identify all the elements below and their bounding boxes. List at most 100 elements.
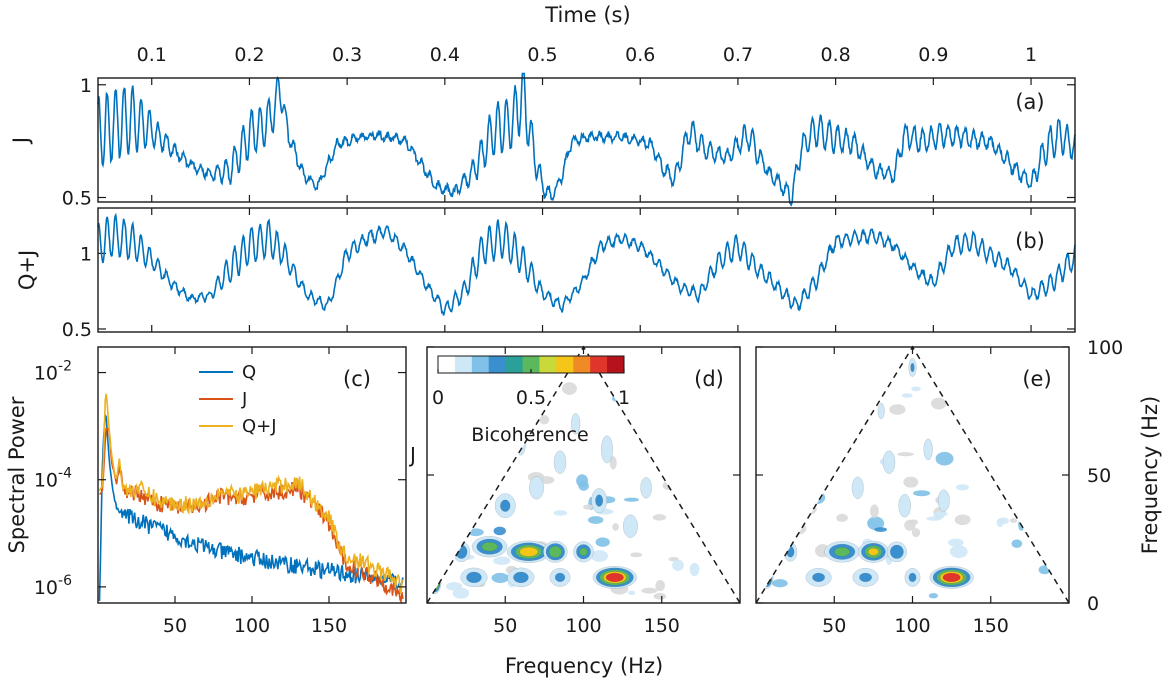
bicoherence-speckle bbox=[493, 556, 511, 566]
bicoherence-contour bbox=[554, 572, 566, 583]
bicoherence-speckle bbox=[446, 438, 461, 444]
bicoherence-speckle bbox=[666, 398, 684, 412]
y-tick-label: 10-6 bbox=[34, 573, 72, 599]
bicoherence-speckle bbox=[493, 526, 506, 536]
bicoherence-speckle bbox=[998, 380, 1010, 386]
x-tick-label: 100 bbox=[234, 615, 270, 637]
bicoherence-speckle bbox=[809, 491, 826, 504]
bicoherence-speckle bbox=[791, 383, 799, 395]
bicoherence-contour bbox=[553, 450, 567, 474]
legend-q-label: Q bbox=[242, 362, 256, 383]
x-tick-label: 0.8 bbox=[821, 44, 851, 66]
y-tick-label: 1 bbox=[80, 243, 92, 265]
bicoherence-contour bbox=[529, 476, 545, 500]
colorbar-swatch bbox=[505, 356, 524, 373]
x-tick-label: 0.2 bbox=[234, 44, 264, 66]
bicoherence-speckle bbox=[609, 456, 617, 470]
colorbar-swatch bbox=[590, 356, 608, 373]
colorbar-swatch bbox=[438, 356, 456, 373]
bicoherence-speckle bbox=[1044, 486, 1061, 494]
panel-d-x-ticks: 50 100 150 bbox=[493, 347, 680, 637]
colorbar-swatch bbox=[454, 356, 473, 373]
x-tick-label: 0.3 bbox=[332, 44, 362, 66]
x-tick-label: 50 bbox=[822, 615, 846, 637]
bicoherence-speckle bbox=[947, 538, 964, 547]
panel-b-y-ticks: 0.51 bbox=[62, 243, 1075, 341]
bicoherence-speckle bbox=[810, 405, 818, 412]
panel-b-frame bbox=[97, 207, 1076, 333]
colorbar-swatch bbox=[471, 356, 490, 373]
bicoherence-speckle bbox=[679, 378, 696, 392]
panel-b-qj-series-line bbox=[97, 212, 1076, 316]
bicoherence-speckle bbox=[539, 415, 550, 425]
colorbar-tick-label: 1 bbox=[618, 387, 630, 409]
bicoherence-speckle bbox=[778, 468, 795, 478]
bicoherence-speckle bbox=[1013, 436, 1031, 445]
bicoherence-contour bbox=[867, 547, 879, 556]
colorbar-swatch bbox=[539, 356, 557, 373]
bicoherence-speckle bbox=[813, 416, 829, 422]
x-tick-label: 100 bbox=[565, 615, 601, 637]
legend-qj-label: Q+J bbox=[242, 416, 277, 437]
bicoherence-contour bbox=[898, 494, 911, 518]
spectrum-qj-line bbox=[98, 393, 404, 594]
panel-d-bicoherence-map bbox=[428, 378, 722, 600]
bicoherence-speckle bbox=[1045, 481, 1055, 494]
bicoherence-speckle bbox=[553, 510, 568, 516]
bicoherence-speckle bbox=[986, 429, 1001, 442]
panel-a-j-series-line bbox=[97, 72, 1076, 207]
x-tick-label: 0.1 bbox=[137, 44, 167, 66]
bicoherence-contour bbox=[622, 514, 638, 538]
panel-a-label: (a) bbox=[1015, 90, 1044, 114]
bicoherence-speckle bbox=[933, 511, 945, 520]
panel-e-x-ticks: 50 100 150 bbox=[822, 347, 1009, 637]
bicoherence-speckle bbox=[1029, 476, 1038, 490]
bicoherence-contour bbox=[937, 489, 950, 512]
bicoherence-speckle bbox=[995, 457, 1005, 469]
colorbar-tick-label: 0.5 bbox=[516, 387, 546, 409]
bicoherence-contour bbox=[761, 567, 773, 588]
bicoherence-speckle bbox=[901, 393, 913, 398]
y-tick-label: 100 bbox=[1087, 337, 1123, 359]
bicoherence-speckle bbox=[655, 580, 666, 592]
bicoherence-speckle bbox=[612, 523, 619, 531]
bicoherence-speckle bbox=[689, 562, 700, 577]
bicoherence-speckle bbox=[806, 480, 825, 495]
bicoherence-contour bbox=[923, 438, 933, 461]
colorbar-label: Bicoherence bbox=[471, 424, 588, 446]
bicoherence-speckle bbox=[1009, 518, 1018, 523]
bicoherence-speckle bbox=[996, 518, 1004, 528]
bicoherence-contour bbox=[882, 450, 896, 474]
panel-a-x-ticks: 0.1 0.2 0.3 0.4 0.5 0.6 0.7 0.8 0.9 1 bbox=[137, 44, 1037, 202]
panel-d: 50 100 150 (d) J 0 0.5 1 Bicoherence bbox=[408, 345, 741, 637]
x-tick-label: 50 bbox=[163, 615, 187, 637]
bicoherence-speckle bbox=[561, 382, 577, 395]
spectrum-j-line bbox=[99, 427, 404, 605]
bicoherence-speckle bbox=[661, 420, 670, 427]
bicoherence-speckle bbox=[583, 504, 594, 510]
x-tick-label: 1 bbox=[1025, 44, 1037, 66]
bicoherence-speckle bbox=[800, 503, 817, 515]
top-x-axis-title: Time (s) bbox=[544, 3, 630, 27]
bicoherence-speckle bbox=[447, 461, 456, 472]
panel-a-frame bbox=[97, 77, 1076, 203]
bicoherence-contour bbox=[942, 572, 961, 583]
bicoherence-speckle bbox=[874, 527, 888, 532]
bicoherence-speckle bbox=[704, 432, 713, 439]
bicoherence-speckle bbox=[506, 454, 516, 465]
bicoherence-speckle bbox=[653, 592, 667, 600]
bicoherence-contour bbox=[877, 402, 885, 420]
panel-b-x-ticks bbox=[151, 208, 1032, 332]
bicoherence-contour bbox=[605, 572, 624, 583]
bicoherence-speckle bbox=[889, 404, 906, 415]
panel-e-bicoherence-map bbox=[760, 358, 1061, 599]
bicoherence-contour bbox=[431, 577, 438, 588]
bicoherence-speckle bbox=[867, 516, 885, 531]
bicoherence-contour bbox=[859, 572, 872, 583]
y-tick-label: 10-2 bbox=[34, 359, 72, 385]
panel-b-label: (b) bbox=[1015, 229, 1045, 253]
x-tick-label: 0.6 bbox=[625, 44, 655, 66]
bicoherence-speckle bbox=[590, 550, 609, 562]
bicoherence-contour bbox=[579, 547, 588, 556]
